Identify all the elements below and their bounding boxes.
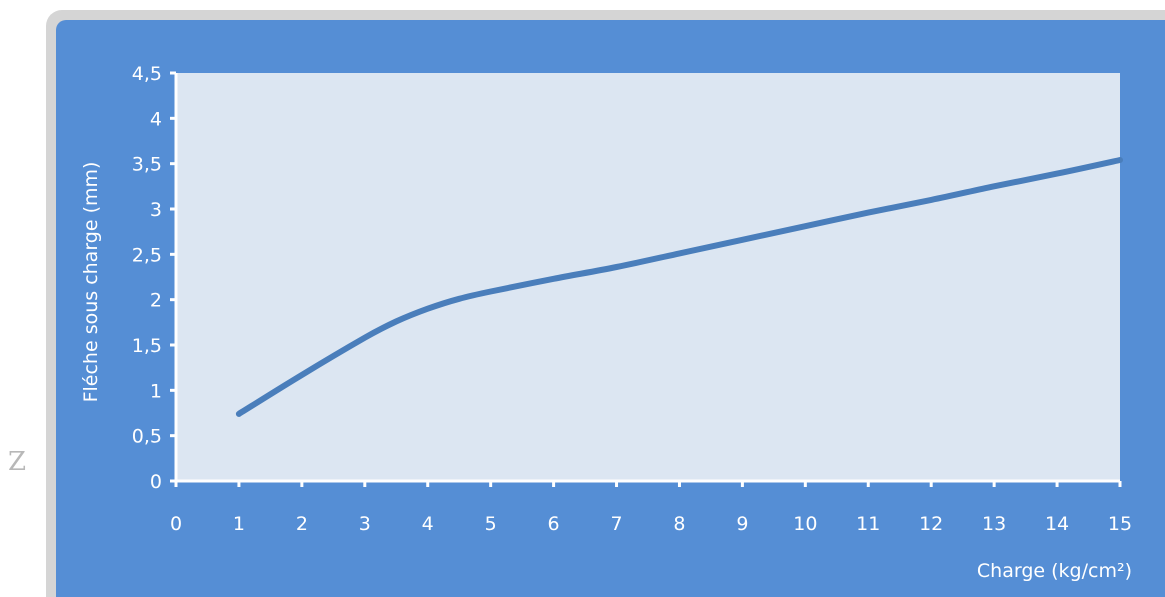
y-tick-label: 2 — [150, 290, 162, 312]
x-tick-label: 2 — [296, 513, 308, 535]
y-axis-title: Fléche sous charge (mm) — [80, 162, 102, 403]
x-axis-ticks: 0 1 2 3 4 5 6 7 8 9 10 11 12 13 14 15 — [170, 481, 1132, 535]
x-tick-label: 1 — [233, 513, 245, 535]
x-tick-label: 15 — [1108, 513, 1132, 535]
side-letter: Z — [8, 447, 27, 477]
y-tick-label: 1,5 — [132, 335, 162, 357]
x-tick-label: 4 — [422, 513, 434, 535]
y-tick-label: 3 — [150, 199, 162, 221]
x-axis-title: Charge (kg/cm²) — [977, 560, 1132, 582]
x-tick-label: 14 — [1045, 513, 1069, 535]
x-tick-label: 5 — [485, 513, 497, 535]
x-tick-label: 7 — [610, 513, 622, 535]
y-tick-label: 3,5 — [132, 154, 162, 176]
x-tick-label: 6 — [548, 513, 560, 535]
y-tick-label: 2,5 — [132, 244, 162, 266]
plot-area — [176, 73, 1120, 481]
x-tick-label: 0 — [170, 513, 182, 535]
x-tick-label: 3 — [359, 513, 371, 535]
x-tick-label: 8 — [673, 513, 685, 535]
x-tick-label: 13 — [982, 513, 1006, 535]
y-tick-label: 0,5 — [132, 426, 162, 448]
series-line — [235, 157, 1123, 417]
x-tick-label: 9 — [736, 513, 748, 535]
x-tick-label: 11 — [856, 513, 880, 535]
y-tick-label: 1 — [150, 380, 162, 402]
x-tick-label: 10 — [793, 513, 817, 535]
x-tick-label: 12 — [919, 513, 943, 535]
y-tick-label: 4,5 — [132, 63, 162, 85]
y-axis-ticks: 0 0,5 1 1,5 2 2,5 3 3,5 4 4,5 — [132, 63, 176, 493]
y-tick-label: 4 — [150, 108, 162, 130]
y-tick-label: 0 — [150, 471, 162, 493]
